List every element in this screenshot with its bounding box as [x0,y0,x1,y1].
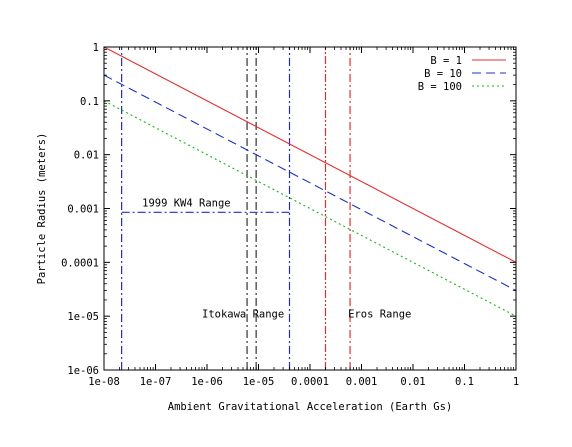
annotation-1: 1999 KW4 Range [142,197,231,209]
y-tick-label: 0.01 [74,150,99,162]
y-tick-label: 1 [93,42,99,54]
annotation-2: Itokawa Range [202,308,284,320]
y-tick-label: 1e-05 [67,311,99,323]
tick-layer: 1e-08 1e-07 1e-06 1e-05 0.0001 0.001 0.01 0.1 11… [61,42,519,388]
x-tick-label: 1e-05 [243,376,275,388]
y-tick-label: 0.0001 [61,257,99,269]
y-tick-label: 1e-06 [67,365,99,377]
legend-label-3: B = 100 [418,81,462,93]
x-tick-label: 0.001 [346,376,378,388]
x-tick-label: 0.0001 [291,376,329,388]
legend: B = 1B = 10B = 100 [418,55,506,93]
legend-label-2: B = 10 [424,68,462,80]
series-line-1 [103,46,517,263]
y-tick-label: 0.1 [80,96,99,108]
x-tick-label: 1e-08 [88,376,120,388]
x-tick-label: 1 [513,376,519,388]
x-tick-label: 0.01 [400,376,425,388]
series-line-2 [103,74,517,291]
y-axis-title: Particle Radius (meters) [36,133,48,285]
x-axis-title: Ambient Gravitational Acceleration (Eart… [168,401,452,413]
data-layer: 1999 KW4 Range Itokawa Range Eros Range [103,46,517,370]
legend-label-1: B = 1 [430,55,462,67]
x-tick-label: 1e-07 [140,376,172,388]
x-tick-label: 0.1 [455,376,474,388]
annotation-3: Eros Range [348,308,411,320]
x-tick-label: 1e-06 [191,376,223,388]
y-tick-label: 0.001 [67,204,99,216]
